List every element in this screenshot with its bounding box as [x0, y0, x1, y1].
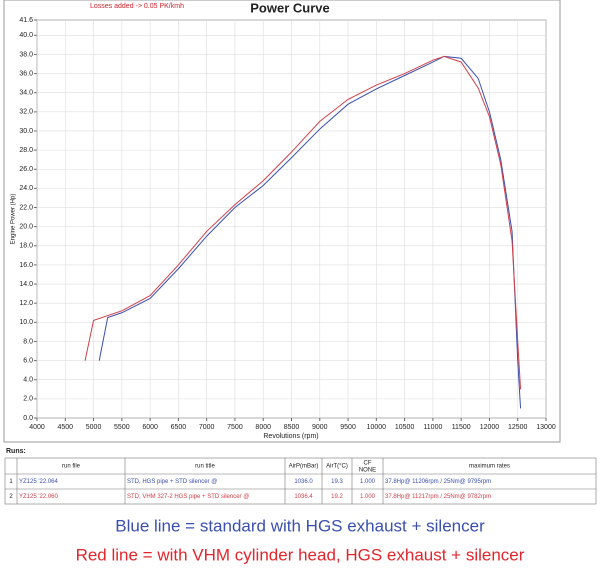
table-cell: 1 [9, 479, 13, 485]
y-axis-label: Engine Power (Hp) [11, 194, 17, 245]
x-tick-label: 10500 [395, 424, 415, 431]
y-tick-label: 0.0 [23, 415, 33, 422]
x-tick-label: 13000 [536, 424, 556, 431]
table-cell: 2 [9, 494, 13, 500]
table-cell: 1.000 [360, 494, 376, 500]
table-cell: 19.3 [331, 479, 343, 485]
caption: Red line = with VHM cylinder head, HGS e… [76, 545, 525, 564]
table-cell: STD, HGS pipe + STD silencer @ [127, 479, 217, 485]
x-tick-label: 12500 [508, 424, 528, 431]
table-cell: 1.000 [360, 479, 376, 485]
x-tick-label: 7500 [227, 424, 243, 431]
y-tick-label: 20.0 [19, 223, 33, 230]
y-tick-label: 12.0 [19, 300, 33, 307]
table-cell: 19.2 [331, 494, 343, 500]
y-tick-label: 18.0 [19, 243, 33, 250]
x-tick-label: 8000 [255, 424, 271, 431]
table-header: CF [364, 461, 372, 467]
y-tick-label: 16.0 [19, 262, 33, 269]
table-header: NONE [359, 468, 376, 474]
y-tick-label: 4.0 [23, 377, 33, 384]
y-tick-label: 24.0 [19, 185, 33, 192]
x-tick-label: 12000 [480, 424, 500, 431]
y-tick-label: 14.0 [19, 281, 33, 288]
y-tick-label: 10.0 [19, 319, 33, 326]
y-tick-label: 6.0 [23, 357, 33, 364]
power-line [84, 55, 522, 390]
annotation: Losses added -> 0.05 PK/kmh [90, 3, 184, 10]
y-tick-label: 8.0 [23, 338, 33, 345]
x-tick-label: 7000 [199, 424, 215, 431]
y-tick-label: 22.0 [19, 204, 33, 211]
x-axis-label: Revolutions (rpm) [263, 433, 318, 440]
x-tick-label: 8500 [284, 424, 300, 431]
y-tick-label: 28.0 [19, 147, 33, 154]
x-tick-label: 9000 [312, 424, 328, 431]
y-tick-label: 36.0 [19, 70, 33, 77]
y-tick-label: 30.0 [19, 128, 33, 135]
runs-title: Runs: [6, 448, 26, 455]
table-header: run file [62, 464, 81, 470]
table-cell: 37.8Hp@ 11206rpm / 25Nm@ 9795rpm [385, 479, 491, 485]
table-header: run title [195, 464, 215, 470]
y-tick-label: 26.0 [19, 166, 33, 173]
table-header: AirP(mBar) [289, 464, 319, 470]
table-cell: YZ125 '22.060 [19, 494, 59, 500]
y-tick-label: 40.0 [19, 32, 33, 39]
table-cell: 1036.0 [294, 479, 313, 485]
table-frame [4, 457, 597, 505]
x-tick-label: 5000 [86, 424, 102, 431]
table-cell: YZ125 '22.064 [19, 479, 59, 485]
y-tick-label: 32.0 [19, 109, 33, 116]
y-tick-label: 34.0 [19, 90, 33, 97]
caption: Blue line = standard with HGS exhaust + … [115, 516, 485, 535]
x-tick-label: 11000 [423, 424, 442, 431]
x-tick-label: 6500 [171, 424, 187, 431]
table-cell: STD, VHM 327-2 HGS pipe + STD silencer @ [127, 494, 249, 500]
table-header: maximum rates [469, 464, 510, 470]
table-header: AirT(°C) [326, 464, 348, 470]
x-tick-label: 9500 [340, 424, 356, 431]
table-cell: 37.8Hp@ 11217rpm / 25Nm@ 9782rpm [385, 494, 491, 500]
x-tick-label: 6000 [142, 424, 158, 431]
x-tick-label: 11500 [452, 424, 471, 431]
power-line [98, 55, 522, 409]
x-tick-label: 4000 [29, 424, 45, 431]
y-tick-label: 2.0 [23, 396, 33, 403]
table-cell: 1036.4 [294, 494, 313, 500]
x-tick-label: 4500 [57, 424, 73, 431]
x-tick-label: 5500 [114, 424, 130, 431]
y-tick-label: 38.0 [19, 51, 33, 58]
x-tick-label: 10000 [367, 424, 387, 431]
chart-title: Power Curve [250, 0, 329, 15]
y-tick-label: 41.6 [19, 17, 33, 24]
